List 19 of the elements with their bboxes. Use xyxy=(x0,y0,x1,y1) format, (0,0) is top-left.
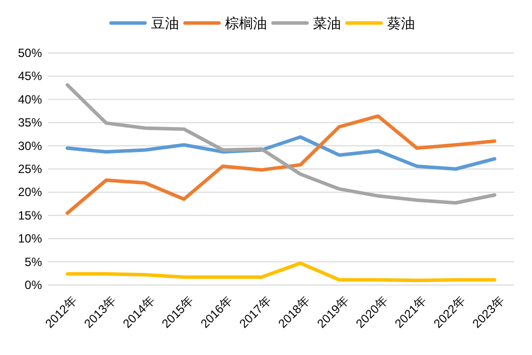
legend-label: 菜油 xyxy=(313,15,341,31)
y-tick-label: 0% xyxy=(24,278,42,292)
y-tick-label: 15% xyxy=(18,208,42,222)
y-tick-label: 40% xyxy=(18,92,42,106)
y-tick-label: 20% xyxy=(18,185,42,200)
y-tick-label: 50% xyxy=(18,46,42,60)
line-series xyxy=(66,135,496,171)
legend-label: 棕榈油 xyxy=(225,15,267,31)
y-tick-label: 30% xyxy=(18,138,42,153)
legend-label: 豆油 xyxy=(151,15,179,31)
line-series xyxy=(66,114,496,215)
y-tick-label: 25% xyxy=(18,162,42,176)
y-tick-label: 35% xyxy=(18,116,42,130)
line-series xyxy=(66,83,496,205)
y-tick-label: 45% xyxy=(18,69,42,84)
line-series xyxy=(66,261,496,282)
legend-label: 葵油 xyxy=(387,15,415,31)
y-tick-label: 5% xyxy=(24,254,42,269)
y-tick-label: 10% xyxy=(18,232,42,246)
